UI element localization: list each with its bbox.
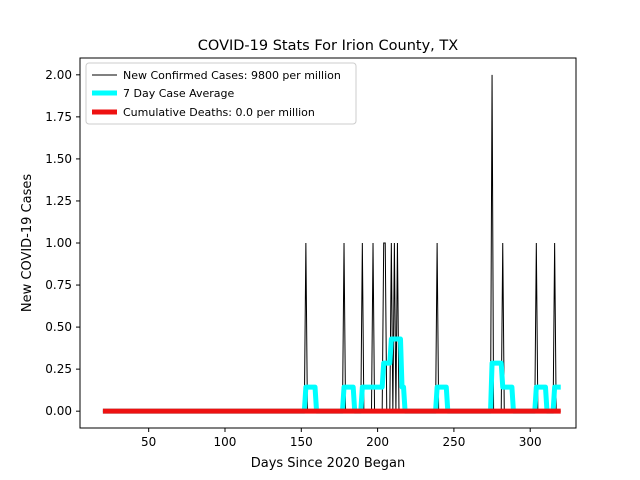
x-tick-label: 50 bbox=[141, 435, 156, 449]
y-tick-label: 0.25 bbox=[45, 362, 72, 376]
legend-label-cumulative-deaths: Cumulative Deaths: 0.0 per million bbox=[123, 106, 315, 119]
y-tick-label: 0.50 bbox=[45, 320, 72, 334]
legend-label-new-cases: New Confirmed Cases: 9800 per million bbox=[123, 69, 341, 82]
series-layer bbox=[102, 74, 561, 414]
x-tick-label: 300 bbox=[519, 435, 542, 449]
y-axis-label: New COVID-19 Cases bbox=[20, 174, 35, 312]
legend: New Confirmed Cases: 9800 per million 7 … bbox=[85, 62, 357, 125]
chart-title: COVID-19 Stats For Irion County, TX bbox=[198, 38, 458, 54]
series-7-day-average-line bbox=[102, 336, 561, 414]
x-tick-label: 150 bbox=[290, 435, 313, 449]
y-tick-label: 1.00 bbox=[45, 236, 72, 250]
legend-label-7-day-average: 7 Day Case Average bbox=[123, 87, 235, 100]
x-tick-label: 250 bbox=[442, 435, 465, 449]
x-tick-label: 200 bbox=[366, 435, 389, 449]
legend-box bbox=[85, 62, 357, 125]
y-tick-label: 1.25 bbox=[45, 194, 72, 208]
x-axis-label: Days Since 2020 Began bbox=[251, 456, 406, 471]
y-tick-label: 1.50 bbox=[45, 152, 72, 166]
y-tick-label: 1.75 bbox=[45, 110, 72, 124]
y-tick-label: 0.75 bbox=[45, 278, 72, 292]
y-axis: 0.00 0.25 0.50 0.75 1.00 1.25 1.50 1.75 2.00 bbox=[45, 68, 80, 418]
x-axis: 50 100 150 200 250 300 bbox=[141, 428, 542, 449]
y-tick-label: 2.00 bbox=[45, 68, 72, 82]
y-tick-label: 0.00 bbox=[45, 404, 72, 418]
x-tick-label: 100 bbox=[214, 435, 237, 449]
